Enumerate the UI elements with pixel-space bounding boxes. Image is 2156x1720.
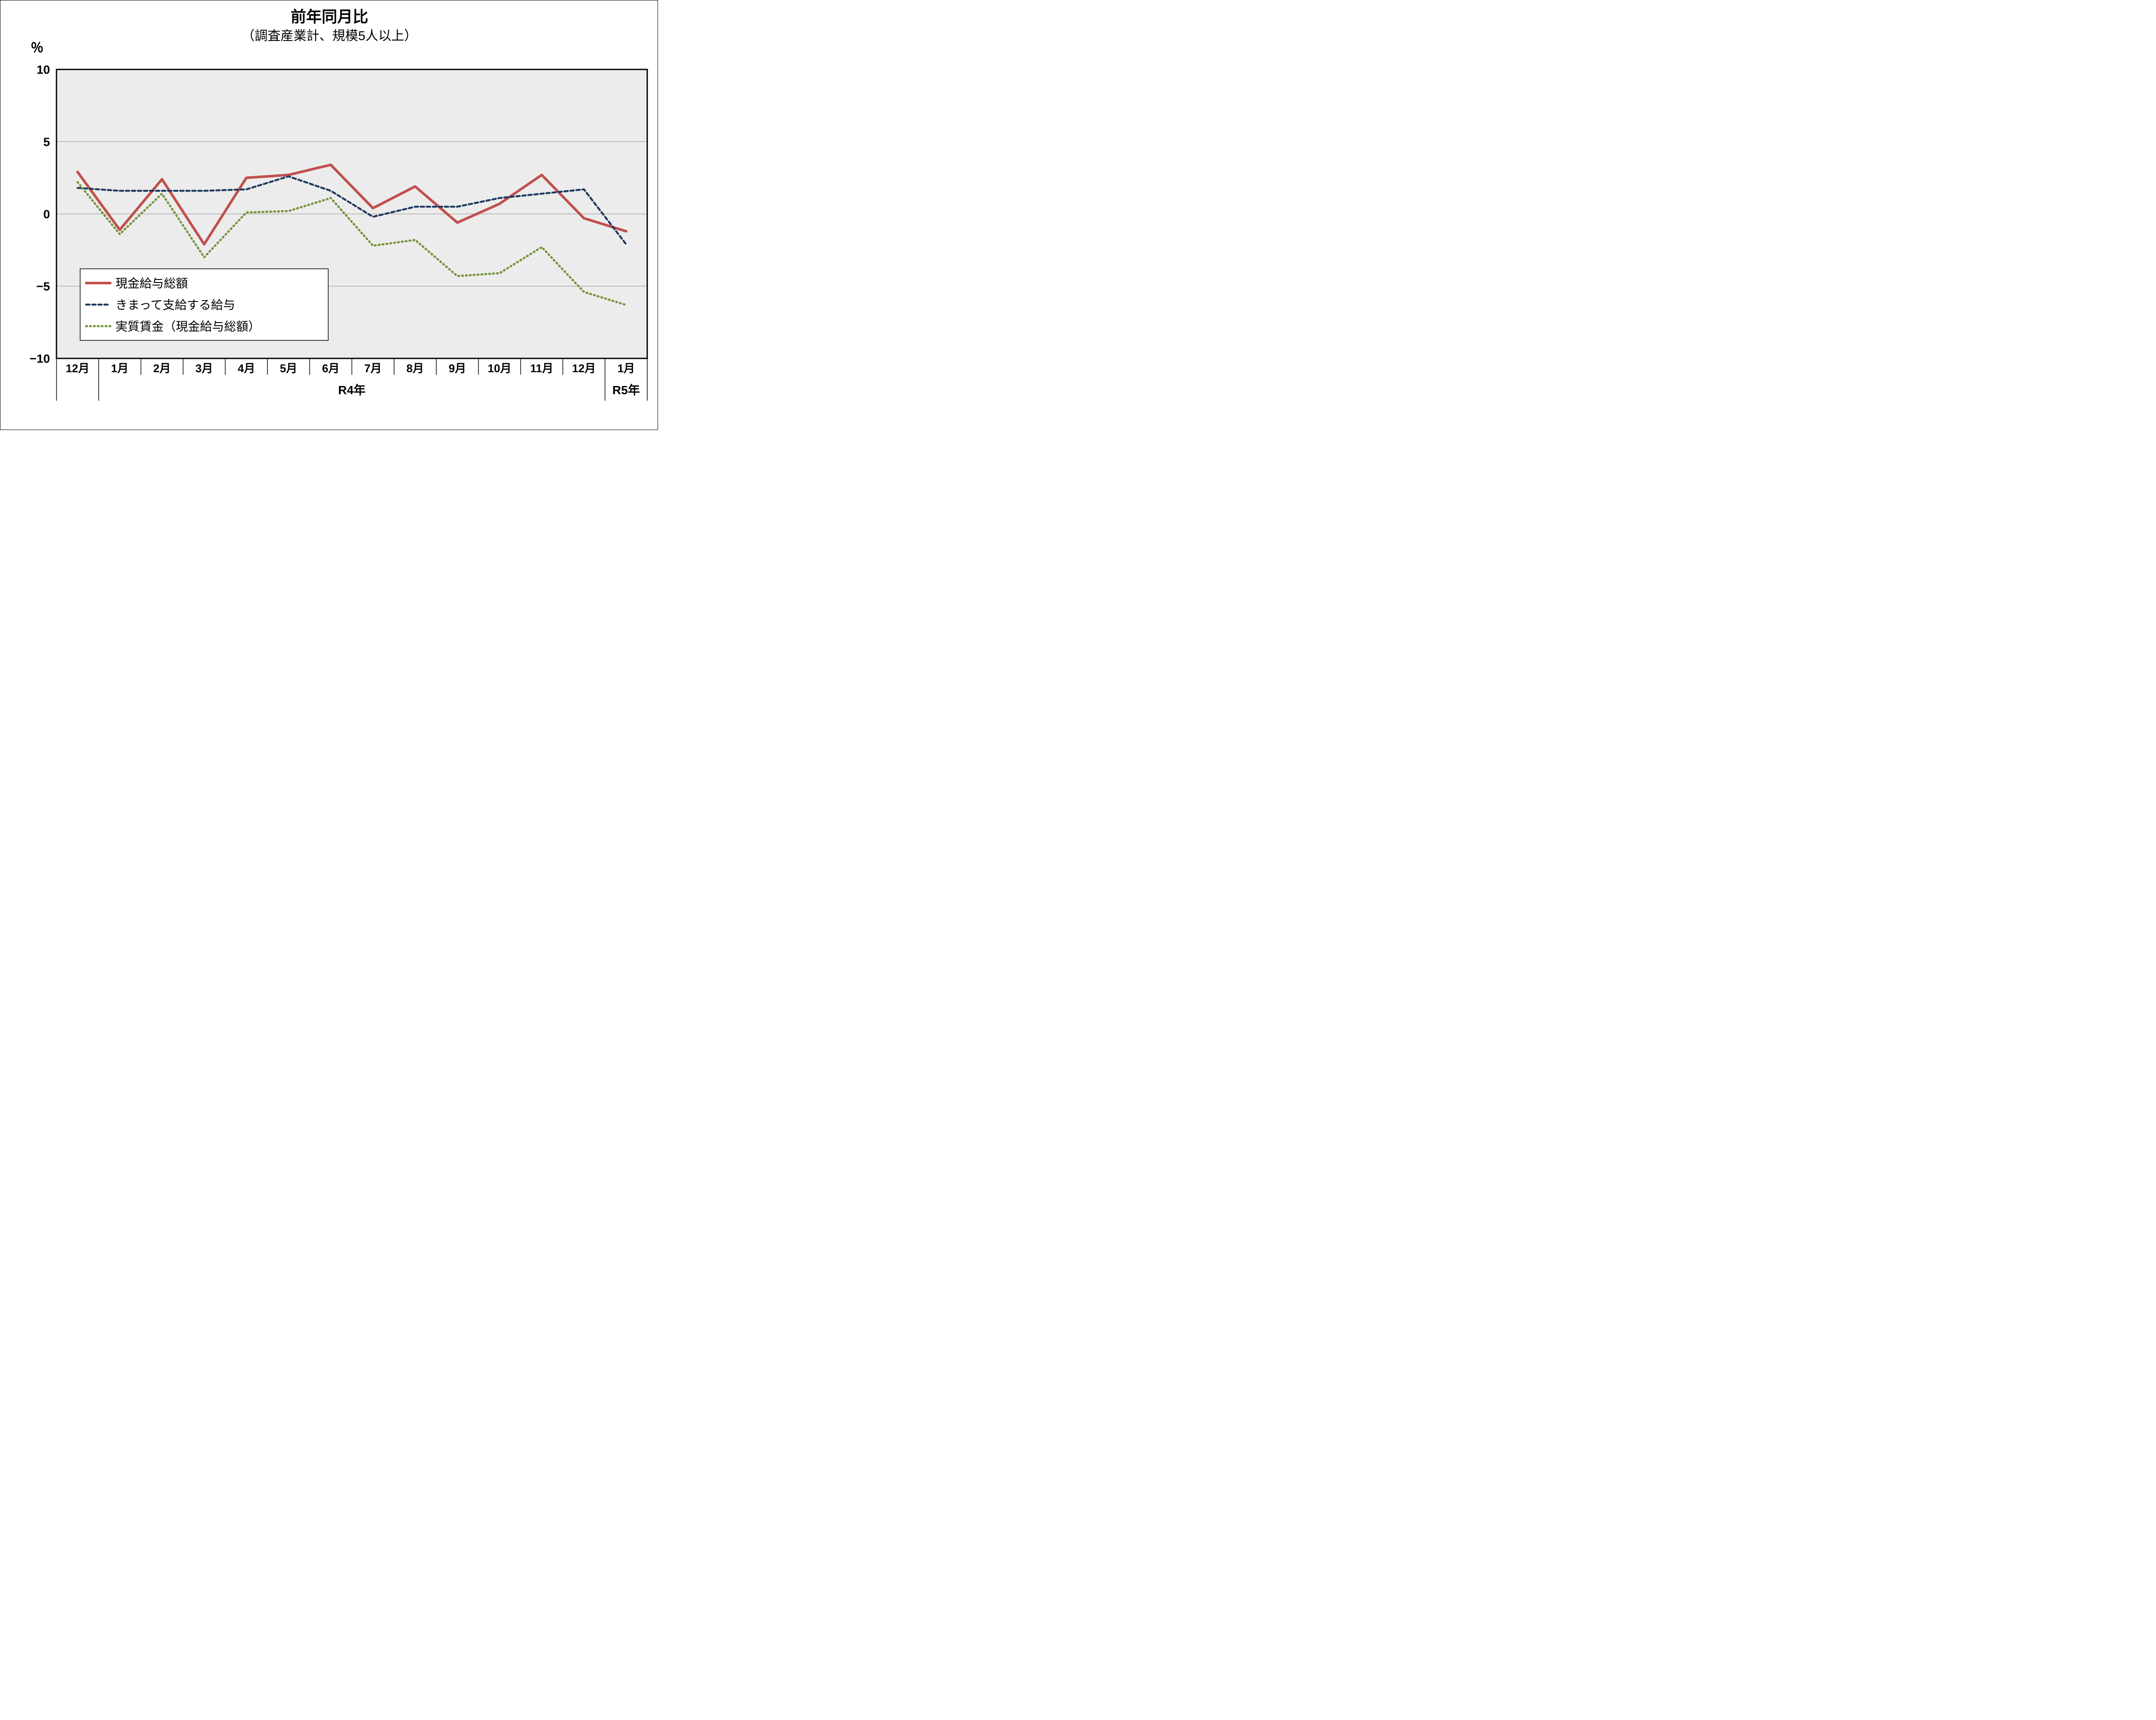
x-tick-label: 9月: [448, 362, 466, 375]
x-tick-label: 8月: [407, 362, 424, 375]
x-tick-label: 10月: [488, 362, 511, 375]
chart-title: 前年同月比: [291, 8, 368, 25]
year-group-label: R5年: [612, 383, 640, 397]
x-tick-label: 12月: [572, 362, 596, 375]
legend-label: きまって支給する給与: [116, 298, 235, 311]
x-tick-label: 4月: [238, 362, 255, 375]
x-tick-label: 7月: [364, 362, 382, 375]
x-tick-label: 5月: [280, 362, 297, 375]
y-tick-label: −10: [30, 352, 50, 365]
legend-label: 実質賃金（現金給与総額）: [116, 320, 260, 333]
y-axis-label: ％: [31, 41, 44, 55]
y-tick-label: 0: [43, 207, 50, 221]
y-tick-label: 10: [37, 63, 50, 76]
chart-svg: 前年同月比 （調査産業計、規模5人以上） ％ −10 −5 0 5 10 12月 1月 2月 3月 4月…: [0, 0, 658, 430]
x-tick-label: 3月: [195, 362, 213, 375]
x-tick-label: 6月: [322, 362, 339, 375]
y-tick-label: −5: [36, 280, 50, 293]
chart-container: 前年同月比 （調査産業計、規模5人以上） ％ −10 −5 0 5 10 12月 1月 2月 3月 4月…: [0, 0, 658, 430]
x-tick-label: 12月: [66, 362, 89, 375]
legend-label: 現金給与総額: [116, 276, 188, 290]
chart-subtitle: （調査産業計、規模5人以上）: [242, 29, 417, 43]
x-tick-label: 1月: [617, 362, 635, 375]
year-group-label: R4年: [338, 383, 366, 397]
x-tick-label: 11月: [530, 362, 554, 375]
y-tick-label: 5: [43, 135, 50, 149]
x-tick-label: 1月: [111, 362, 128, 375]
x-tick-label: 2月: [153, 362, 170, 375]
